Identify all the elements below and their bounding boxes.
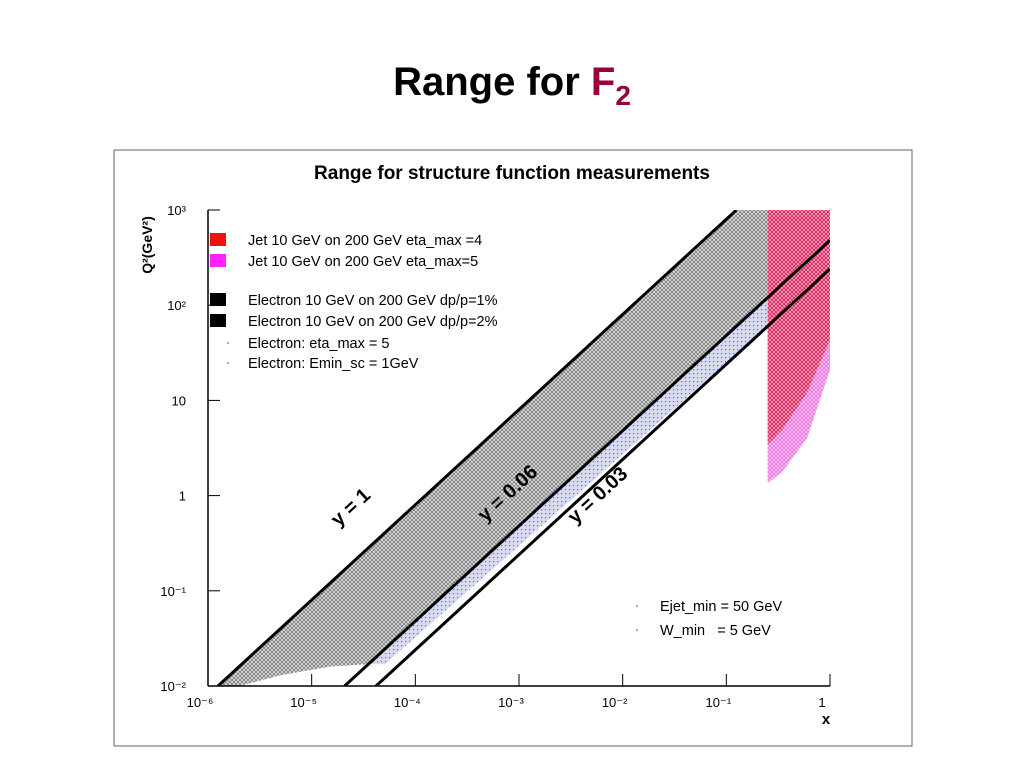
legend-label: W_min = 5 GeV bbox=[660, 623, 771, 639]
area bbox=[218, 210, 768, 686]
legend-swatch bbox=[210, 293, 226, 306]
kinematic-line bbox=[216, 210, 738, 686]
legend-label: Ejet_min = 50 GeV bbox=[660, 599, 782, 615]
legend-swatch bbox=[210, 233, 226, 246]
legend-label: Electron 10 GeV on 200 GeV dp/p=2% bbox=[248, 314, 498, 330]
legend-dot bbox=[227, 362, 229, 364]
x-tick-label: 10⁻¹ bbox=[706, 695, 732, 710]
legend-label: Electron: eta_max = 5 bbox=[248, 336, 389, 352]
x-tick-label: 1 bbox=[818, 695, 825, 710]
legend-label: Jet 10 GeV on 200 GeV eta_max=5 bbox=[248, 254, 478, 270]
area bbox=[767, 340, 830, 484]
y-axis-title: Q²(GeV²) bbox=[139, 216, 155, 274]
y-tick-label: 10 bbox=[172, 393, 186, 408]
plot-area bbox=[216, 210, 830, 686]
area bbox=[767, 210, 830, 445]
chart-title: Range for structure function measurement… bbox=[314, 163, 710, 184]
legend-swatch bbox=[210, 314, 226, 327]
y-tick-label: 10⁻² bbox=[160, 679, 186, 694]
legend-dot bbox=[636, 629, 638, 631]
x-tick-label: 10⁻² bbox=[602, 695, 628, 710]
legend-label: Electron 10 GeV on 200 GeV dp/p=1% bbox=[248, 293, 498, 309]
legend-label: Jet 10 GeV on 200 GeV eta_max =4 bbox=[248, 233, 482, 249]
chart-frame bbox=[113, 149, 913, 747]
y-tick-label: 10³ bbox=[167, 203, 186, 218]
x-tick-label: 10⁻⁵ bbox=[290, 695, 317, 710]
kinematic-line bbox=[374, 267, 830, 686]
legend-dot bbox=[227, 342, 229, 344]
kinematic-line bbox=[343, 239, 830, 686]
legend-label: Electron: Emin_sc = 1GeV bbox=[248, 356, 419, 372]
y-tick-label: 10² bbox=[167, 298, 186, 313]
title-subscript: 2 bbox=[615, 80, 631, 111]
x-tick-label: 10⁻⁶ bbox=[187, 695, 214, 710]
slide-title: Range for F2 bbox=[393, 60, 631, 111]
x-axis-title: x bbox=[822, 711, 831, 728]
y-tick-label: 10⁻¹ bbox=[160, 584, 186, 599]
title-highlight: F bbox=[591, 60, 615, 104]
x-tick-label: 10⁻³ bbox=[498, 695, 524, 710]
y-tick-label: 1 bbox=[179, 489, 186, 504]
legend-swatch bbox=[210, 254, 226, 267]
line-label: y = 1 bbox=[327, 484, 375, 531]
legend-dot bbox=[636, 605, 638, 607]
x-tick-label: 10⁻⁴ bbox=[394, 695, 421, 710]
title-text: Range for bbox=[393, 60, 591, 104]
